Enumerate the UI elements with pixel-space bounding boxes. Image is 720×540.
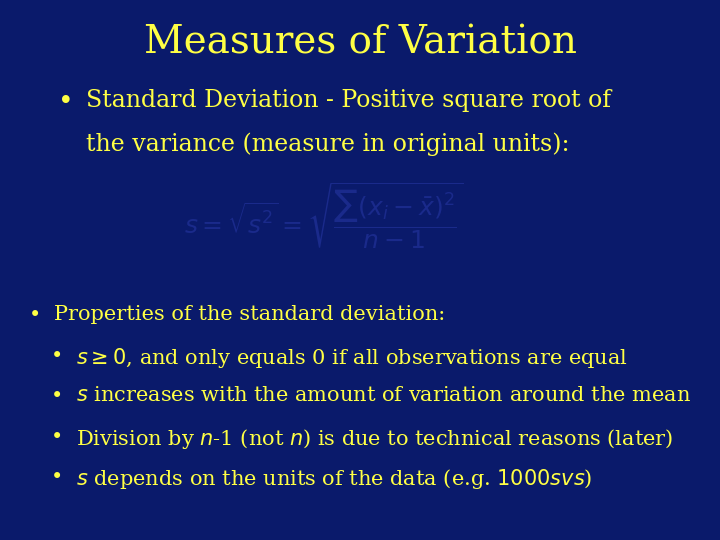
Text: Standard Deviation - Positive square root of: Standard Deviation - Positive square roo… <box>86 89 611 112</box>
Text: •: • <box>50 386 63 406</box>
Text: •: • <box>29 305 41 325</box>
Text: $s \geq 0$, and only equals 0 if all observations are equal: $s \geq 0$, and only equals 0 if all obs… <box>76 346 627 369</box>
Text: Division by $n$-1 (not $n$) is due to technical reasons (later): Division by $n$-1 (not $n$) is due to te… <box>76 427 673 450</box>
Text: $s$ depends on the units of the data (e.g. $1000s vs $): $s$ depends on the units of the data (e.… <box>76 467 592 491</box>
Text: •: • <box>58 89 73 115</box>
Text: •: • <box>50 346 63 366</box>
Text: Properties of the standard deviation:: Properties of the standard deviation: <box>54 305 445 324</box>
Text: the variance (measure in original units):: the variance (measure in original units)… <box>86 132 570 156</box>
Text: •: • <box>50 467 63 487</box>
Text: $s$ increases with the amount of variation around the mean: $s$ increases with the amount of variati… <box>76 386 690 405</box>
Text: •: • <box>50 427 63 447</box>
Text: $s = \sqrt{s^2} = \sqrt{\dfrac{\sum(x_i - \bar{x})^2}{n-1}}$: $s = \sqrt{s^2} = \sqrt{\dfrac{\sum(x_i … <box>184 181 464 251</box>
Text: Measures of Variation: Measures of Variation <box>143 24 577 62</box>
